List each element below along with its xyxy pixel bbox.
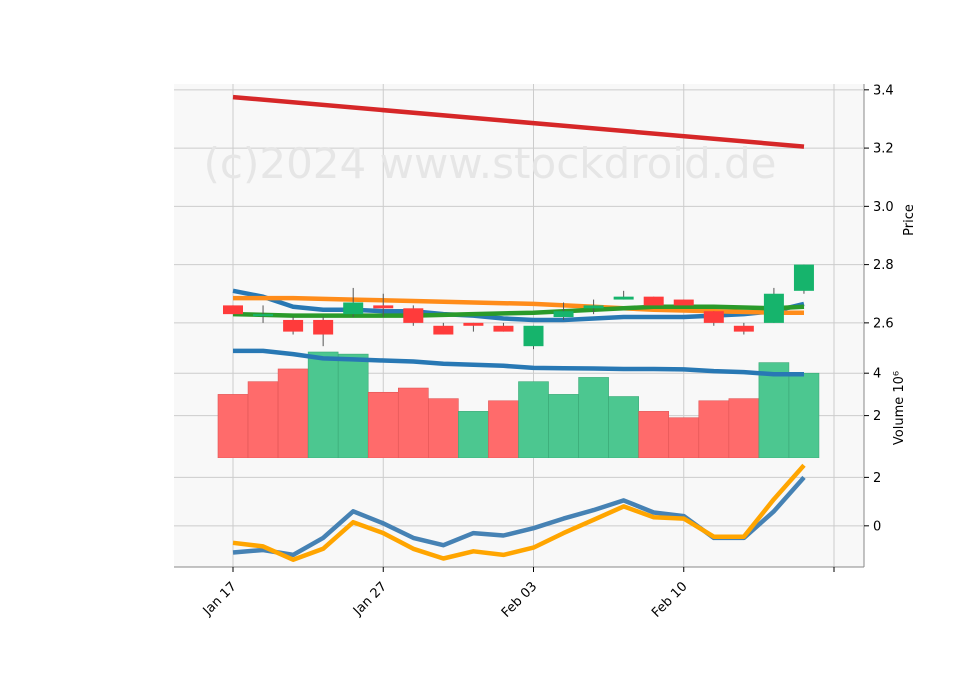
volume-y-tick-label: 2 (873, 409, 881, 424)
volume-bar-up (758, 362, 790, 459)
volume-axis-label: Volume 10⁶ (892, 371, 907, 445)
price-moving-average-line-1 (232, 94, 805, 149)
candle-body-down (643, 296, 664, 306)
oscillator-panel: 02 (174, 458, 881, 567)
oscillator-y-tick-label: 0 (873, 519, 881, 534)
volume-bar-up (307, 351, 339, 459)
x-tick-label: Jan 27 (350, 579, 390, 619)
oscillator-y-tick-label: 2 (873, 471, 881, 486)
candle-body-down (733, 325, 754, 332)
x-tick-label: Feb 10 (649, 579, 691, 621)
volume-bar-down (698, 400, 730, 459)
candle-body-up (613, 296, 634, 300)
candle-body-down (433, 325, 454, 335)
price-moving-average-line-4 (232, 304, 805, 318)
candle-body-up (253, 314, 274, 317)
candle-body-down (373, 305, 394, 309)
volume-bar-down (428, 398, 459, 459)
volume-bar-up (518, 381, 549, 459)
price-y-tick-label: 3.4 (873, 83, 894, 98)
volume-bar-down (728, 398, 760, 459)
volume-bar-down (397, 387, 429, 459)
volume-bar-down (488, 400, 519, 459)
price-axis-label: Price (902, 204, 917, 236)
candle-body-down (493, 325, 514, 332)
oscillator-line-2 (232, 463, 806, 562)
price-y-tick-label: 3.0 (873, 200, 894, 215)
volume-bar-up (608, 396, 639, 459)
price-y-tick-label: 2.8 (873, 258, 894, 273)
candle-body-down (313, 319, 334, 335)
candle-body-down (703, 311, 724, 323)
candle-body-up (793, 264, 814, 291)
volume-bar-down (367, 391, 399, 459)
volume-y-tick-label: 4 (873, 367, 881, 382)
volume-bar-down (668, 417, 700, 459)
x-tick-label: Jan 17 (200, 579, 240, 619)
price-moving-average-line-3 (233, 295, 804, 315)
candle-body-up (523, 325, 544, 347)
price-y-tick-label: 3.2 (873, 142, 894, 157)
volume-bar-up (788, 372, 820, 459)
candle-body-down (403, 308, 424, 323)
volume-panel: 24 (174, 348, 881, 459)
volume-bar-up (578, 377, 609, 459)
candle-body-up (343, 302, 364, 315)
volume-bar-up (458, 411, 489, 459)
price-y-tick-label: 2.6 (873, 316, 894, 331)
volume-bar-down (277, 368, 309, 459)
candle-body-down (283, 319, 304, 332)
watermark-text: (c)2024 www.stockdroid.de (204, 139, 777, 188)
candle-body-down (463, 322, 484, 326)
volume-bar-up (548, 394, 579, 459)
candle-body-down (223, 305, 243, 315)
volume-bar-down (638, 411, 670, 459)
candle-body-up (763, 293, 784, 323)
volume-bar-up (337, 353, 369, 459)
price-panel: 2.6 2.8 3.0 3.2 3.4 (174, 83, 894, 352)
candle-body-up (583, 305, 604, 309)
candle-body-down (673, 299, 694, 306)
candle-body-up (553, 311, 574, 318)
x-axis: Jan 17 Jan 27 Feb 03 Feb 10 (174, 566, 864, 621)
x-tick-label: Feb 03 (499, 579, 541, 621)
volume-bar-down (217, 394, 249, 459)
volume-moving-average-line (233, 348, 804, 377)
volume-bar-down (247, 381, 279, 459)
